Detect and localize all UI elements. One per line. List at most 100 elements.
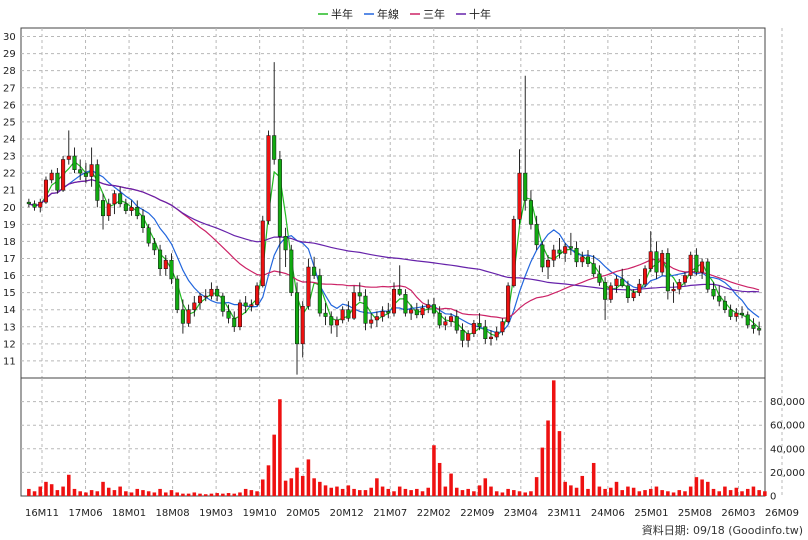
volume-bar bbox=[124, 491, 128, 496]
candle-body bbox=[152, 242, 157, 251]
volume-bar bbox=[745, 488, 750, 496]
candle-body bbox=[614, 278, 619, 287]
candle-body bbox=[540, 244, 545, 268]
candle-body bbox=[146, 227, 151, 244]
candle-body bbox=[574, 247, 579, 263]
volume-bar bbox=[192, 492, 197, 496]
candle-body bbox=[95, 164, 100, 201]
volume-bar bbox=[329, 487, 334, 496]
candle-body bbox=[403, 294, 408, 314]
candle-body bbox=[671, 288, 676, 292]
candle-body bbox=[420, 307, 425, 316]
volume-bar bbox=[386, 488, 391, 496]
volume-tick-label: 80,000 bbox=[770, 397, 805, 408]
volume-bar bbox=[146, 491, 151, 496]
price-tick-label: 14 bbox=[3, 305, 16, 316]
volume-bar bbox=[340, 488, 345, 496]
candle-body bbox=[517, 172, 522, 220]
volume-bar bbox=[397, 486, 402, 496]
volume-bar bbox=[44, 481, 48, 496]
candle-body bbox=[409, 309, 414, 314]
candle-body bbox=[283, 236, 288, 251]
candle-body bbox=[483, 326, 488, 339]
volume-bar bbox=[249, 490, 254, 496]
candle-body bbox=[38, 201, 43, 208]
candle-body bbox=[369, 319, 374, 324]
candle-body bbox=[32, 203, 37, 208]
volume-bar bbox=[626, 486, 630, 496]
price-tick-label: 19 bbox=[3, 220, 16, 231]
volume-bar bbox=[580, 475, 585, 496]
candle-body bbox=[471, 323, 476, 334]
volume-bar bbox=[95, 491, 100, 496]
volume-bar bbox=[637, 491, 642, 496]
candle-body bbox=[740, 312, 745, 316]
volume-bar bbox=[688, 486, 693, 496]
volume-bar bbox=[129, 492, 134, 496]
candle-body bbox=[243, 302, 248, 307]
candle-body bbox=[192, 302, 197, 310]
volume-bar bbox=[614, 481, 619, 496]
candle-body bbox=[511, 218, 516, 287]
volume-bar bbox=[318, 481, 322, 496]
volume-bar bbox=[49, 484, 54, 496]
volume-bar bbox=[728, 490, 733, 496]
volume-bar bbox=[437, 462, 442, 496]
volume-tick-label: 40,000 bbox=[770, 444, 805, 455]
x-tick-label: 16M11 bbox=[25, 508, 59, 519]
candle-body bbox=[101, 200, 106, 217]
candle-body bbox=[580, 256, 585, 263]
candle-body bbox=[112, 193, 117, 205]
candle-body bbox=[506, 285, 511, 322]
candle-body bbox=[43, 179, 48, 203]
price-tick-label: 11 bbox=[3, 356, 16, 367]
candle-body bbox=[220, 295, 225, 312]
price-tick-label: 23 bbox=[3, 152, 16, 163]
volume-bar bbox=[740, 491, 744, 496]
x-tick-label: 21M07 bbox=[373, 508, 407, 519]
candle-body bbox=[180, 309, 185, 324]
candle-body bbox=[72, 155, 77, 170]
volume-bar bbox=[346, 485, 351, 496]
volume-bar bbox=[460, 490, 465, 496]
volume-bar bbox=[198, 493, 202, 496]
volume-bar bbox=[449, 473, 453, 496]
volume-bar bbox=[591, 462, 596, 496]
volume-bar bbox=[643, 490, 647, 496]
volume-bar bbox=[529, 491, 533, 496]
volume-bar bbox=[221, 493, 225, 496]
x-tick-label: 20M12 bbox=[330, 508, 364, 519]
price-tick-label: 17 bbox=[3, 254, 16, 265]
price-tick-label: 22 bbox=[3, 169, 16, 180]
candle-body bbox=[705, 261, 710, 290]
candle-body bbox=[386, 311, 391, 314]
volume-bar bbox=[392, 491, 396, 496]
volume-bar bbox=[403, 488, 408, 496]
x-tick-label: 18M01 bbox=[112, 508, 146, 519]
volume-bar bbox=[289, 478, 294, 496]
price-tick-label: 21 bbox=[3, 186, 16, 197]
candle-body bbox=[722, 300, 727, 310]
candle-body bbox=[466, 333, 471, 341]
candle-body bbox=[352, 292, 357, 319]
candle-body bbox=[700, 261, 705, 273]
price-tick-label: 28 bbox=[3, 66, 16, 77]
candle-body bbox=[175, 278, 180, 310]
volume-bar bbox=[694, 477, 699, 496]
x-tick-label: 17M06 bbox=[68, 508, 102, 519]
volume-bar bbox=[135, 488, 140, 496]
candle-body bbox=[266, 135, 271, 222]
candle-body bbox=[397, 288, 402, 295]
x-tick-label: 22M09 bbox=[460, 508, 494, 519]
candle-body bbox=[209, 288, 214, 297]
candle-body bbox=[237, 302, 242, 328]
price-tick-label: 16 bbox=[3, 271, 16, 282]
candle-body bbox=[426, 304, 431, 309]
volume-bar bbox=[763, 491, 767, 496]
candle-body bbox=[751, 324, 756, 329]
volume-bar bbox=[323, 485, 328, 496]
volume-bar bbox=[723, 486, 727, 496]
candle-body bbox=[734, 312, 739, 317]
volume-bar bbox=[409, 490, 413, 496]
candle-body bbox=[437, 312, 442, 326]
